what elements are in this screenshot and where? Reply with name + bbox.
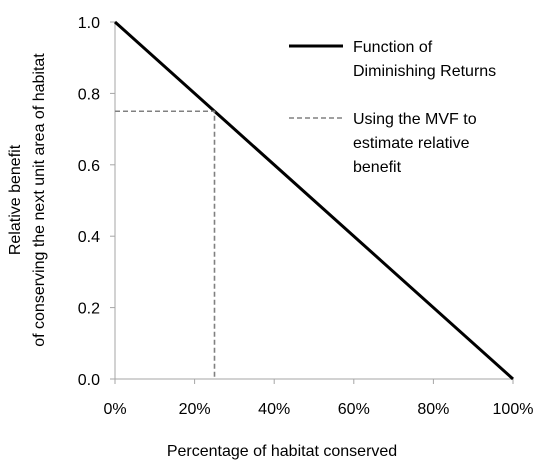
y-tick-label: 0.0 bbox=[78, 372, 100, 389]
y-axis-title-line: Relative benefit bbox=[7, 144, 24, 255]
y-tick-label: 0.4 bbox=[78, 229, 100, 246]
x-tick-label: 0% bbox=[103, 401, 126, 418]
legend-label: Function of bbox=[353, 39, 433, 56]
x-tick-label: 20% bbox=[179, 401, 211, 418]
y-tick-label: 0.2 bbox=[78, 301, 100, 318]
y-tick-label: 1.0 bbox=[78, 15, 100, 32]
y-axis-title-line: of conserving the next unit area of habi… bbox=[31, 53, 48, 347]
legend-label: estimate relative bbox=[353, 135, 470, 152]
series-line-1 bbox=[115, 110, 216, 379]
series-line-0 bbox=[113, 20, 515, 381]
legend-label: benefit bbox=[353, 159, 402, 176]
y-tick-label: 0.8 bbox=[78, 86, 100, 103]
legend-label: Using the MVF to bbox=[353, 111, 477, 128]
legend-label: Diminishing Returns bbox=[353, 63, 496, 80]
x-axis-title: Percentage of habitat conserved bbox=[167, 443, 397, 460]
x-tick-label: 100% bbox=[493, 401, 534, 418]
x-tick-label: 80% bbox=[417, 401, 449, 418]
y-tick-label: 0.6 bbox=[78, 158, 100, 175]
x-tick-label: 60% bbox=[338, 401, 370, 418]
x-tick-label: 40% bbox=[258, 401, 290, 418]
